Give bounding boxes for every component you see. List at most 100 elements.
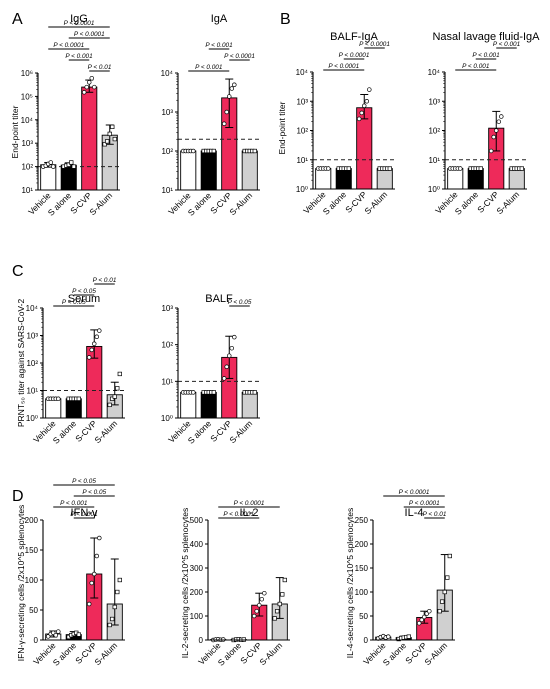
bar-vehicle <box>315 168 332 190</box>
comparison-p-value: P < 0.001 <box>195 64 223 71</box>
data-point <box>224 364 229 369</box>
data-point <box>364 98 370 104</box>
y-tick-label: 10⁰ <box>296 185 308 194</box>
y-axis-label: End-point titer <box>10 105 20 158</box>
bar-s-alone <box>467 168 484 190</box>
x-tick-label: S-Alum <box>257 640 284 667</box>
x-tick-label: S-Alum <box>422 640 449 667</box>
data-point <box>107 402 112 408</box>
data-point <box>362 103 367 109</box>
data-point <box>115 386 120 391</box>
y-tick-label: 10² <box>26 359 38 368</box>
bar-s-alum <box>376 168 393 190</box>
data-point <box>491 134 496 140</box>
chart-title: BALF-IgA <box>330 31 378 43</box>
data-point <box>81 90 87 95</box>
y-tick-label: 10⁶ <box>21 69 33 78</box>
y-axis-label: End-point titer <box>277 101 287 154</box>
y-tick-label: 100 <box>355 588 369 597</box>
chart-title: IgG <box>70 13 88 25</box>
chart-title: IgA <box>211 13 228 25</box>
data-point <box>221 121 227 126</box>
bar-vehicle <box>447 168 464 190</box>
data-point <box>478 166 483 171</box>
data-point <box>359 110 364 116</box>
data-point <box>91 341 97 347</box>
data-point <box>66 162 71 167</box>
data-point <box>89 75 95 81</box>
data-point <box>272 616 277 621</box>
data-point <box>86 355 92 360</box>
data-point <box>224 109 229 115</box>
data-point <box>92 84 97 90</box>
comparison-p-value: P < 0.05 <box>82 489 106 496</box>
y-tick-label: 100 <box>190 612 204 621</box>
bar-s-alone <box>65 398 82 419</box>
comparison-p-value: P < 0.0001 <box>328 63 359 70</box>
y-tick-label: 50 <box>29 606 38 615</box>
chart-d-il4: IL-4 IL-4-secreting cells /2x10^5 splenoc… <box>345 489 455 668</box>
y-tick-label: 50 <box>359 612 368 621</box>
comparison-p-value: P < 0.001 <box>462 63 490 70</box>
comparison-p-value: P < 0.0001 <box>359 41 390 48</box>
chart-b-nasal: Nasal lavage fluid-IgA10⁰10¹10²10³10⁴Veh… <box>428 31 541 217</box>
y-tick-label: 10³ <box>296 97 308 106</box>
data-point <box>110 124 115 129</box>
data-point <box>110 616 115 622</box>
panel-letter-a: A <box>12 11 23 28</box>
data-point <box>69 160 74 165</box>
chart-title: Nasal lavage fluid-IgA <box>432 31 540 43</box>
y-tick-label: 10¹ <box>161 186 173 195</box>
y-tick-label: 10² <box>21 163 33 172</box>
data-point <box>232 334 237 340</box>
y-axis-label: IL-2-secreting cells /2x10^5 splenocytes <box>180 508 190 658</box>
comparison-p-value: P < 0.0001 <box>409 500 440 507</box>
bar-s-alum <box>508 168 525 190</box>
y-tick-label: 10³ <box>161 108 173 117</box>
data-point <box>84 84 89 90</box>
data-point <box>445 575 450 580</box>
data-point <box>191 390 196 395</box>
y-tick-label: 10² <box>161 147 173 156</box>
x-tick-label: S-Alum <box>92 640 119 667</box>
panel-letter-c: C <box>12 263 24 280</box>
x-tick-label: S-Alum <box>87 190 114 217</box>
data-point <box>48 160 54 165</box>
data-point <box>97 328 102 333</box>
comparison-p-value: P < 0.0001 <box>234 500 265 507</box>
data-point <box>259 596 265 602</box>
panel-letter-b: B <box>280 11 291 28</box>
data-point <box>367 87 372 92</box>
data-point <box>499 114 504 119</box>
x-tick-label: S-Alum <box>227 418 254 445</box>
chart-title: BALF <box>205 293 233 305</box>
y-tick-label: 10⁴ <box>21 116 34 125</box>
x-tick-label: S alone <box>186 418 214 446</box>
comparison-p-value: P < 0.05 <box>228 299 252 306</box>
comparison-p-value: P < 0.0001 <box>224 53 255 60</box>
data-point <box>115 589 120 595</box>
data-point <box>94 553 100 559</box>
chart-title: Serum <box>68 293 100 305</box>
data-point <box>211 390 216 395</box>
data-point <box>519 166 524 171</box>
data-point <box>53 632 59 638</box>
bar-s-alone <box>60 164 77 191</box>
bar-s-alone <box>335 168 352 190</box>
data-point <box>488 148 494 154</box>
data-point <box>117 577 122 583</box>
comparison-p-value: P < 0.0001 <box>64 20 95 27</box>
bar-s-alum <box>241 391 258 419</box>
comparison-p-value: P < 0.0001 <box>223 511 254 518</box>
data-point <box>437 609 442 614</box>
data-point <box>112 604 117 610</box>
data-point <box>227 94 232 99</box>
x-tick-label: S-Alum <box>227 190 254 217</box>
data-point <box>89 580 94 586</box>
data-point <box>76 632 81 637</box>
x-tick-label: S alone <box>46 190 74 218</box>
data-point <box>211 148 216 154</box>
data-point <box>97 535 102 541</box>
